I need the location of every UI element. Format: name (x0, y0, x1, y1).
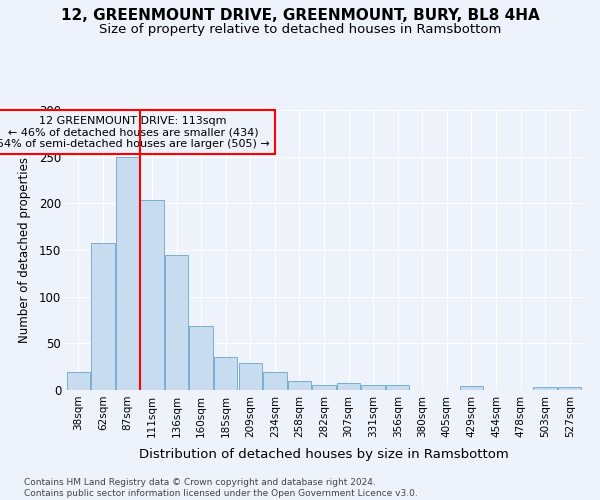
Text: 12, GREENMOUNT DRIVE, GREENMOUNT, BURY, BL8 4HA: 12, GREENMOUNT DRIVE, GREENMOUNT, BURY, … (61, 8, 539, 22)
Bar (558, 387, 581, 390)
Bar (313, 386, 335, 390)
Bar (533, 387, 557, 390)
Bar (190, 326, 213, 390)
Bar (263, 372, 287, 390)
Bar (91, 244, 115, 390)
Bar (140, 200, 164, 390)
Bar (288, 380, 311, 390)
Bar (116, 156, 139, 390)
Bar (67, 372, 90, 390)
Bar (214, 358, 238, 390)
X-axis label: Distribution of detached houses by size in Ramsbottom: Distribution of detached houses by size … (139, 448, 509, 461)
Bar (361, 386, 385, 390)
Bar (337, 384, 360, 390)
Y-axis label: Number of detached properties: Number of detached properties (17, 157, 31, 343)
Text: Contains HM Land Registry data © Crown copyright and database right 2024.
Contai: Contains HM Land Registry data © Crown c… (24, 478, 418, 498)
Text: 12 GREENMOUNT DRIVE: 113sqm
← 46% of detached houses are smaller (434)
54% of se: 12 GREENMOUNT DRIVE: 113sqm ← 46% of det… (0, 116, 269, 149)
Bar (239, 363, 262, 390)
Bar (165, 254, 188, 390)
Bar (460, 386, 483, 390)
Bar (386, 386, 409, 390)
Text: Size of property relative to detached houses in Ramsbottom: Size of property relative to detached ho… (99, 22, 501, 36)
